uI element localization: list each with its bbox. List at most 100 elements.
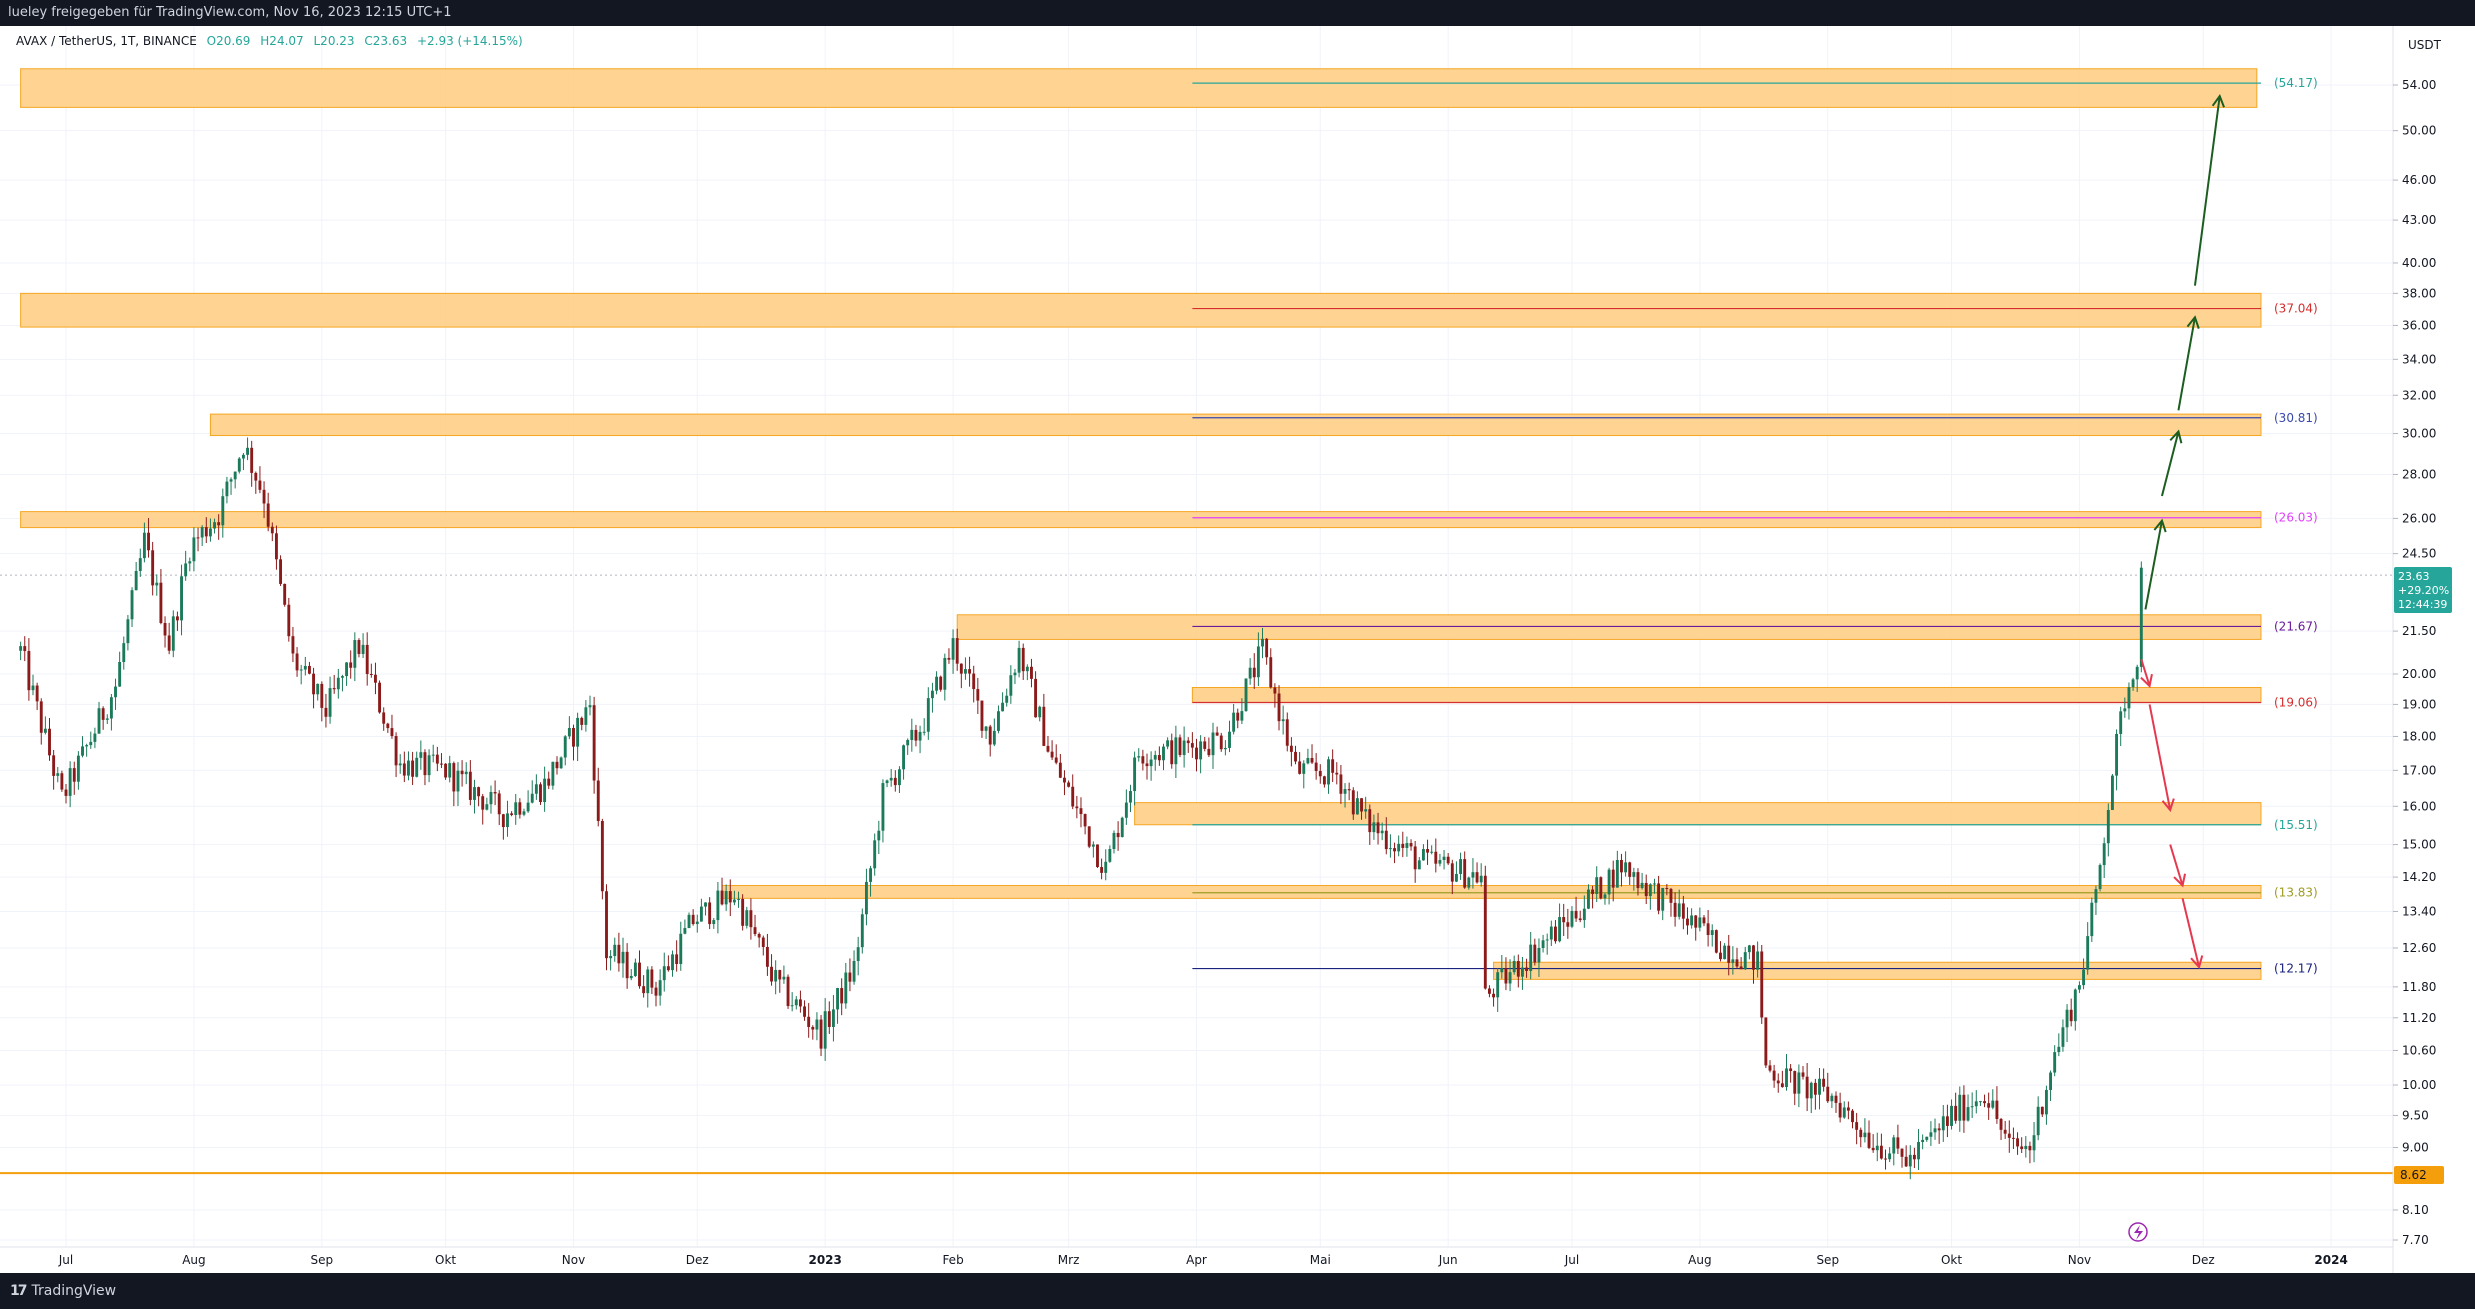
candle-body bbox=[1879, 1145, 1883, 1159]
candle-body bbox=[1446, 856, 1450, 864]
candle-body bbox=[563, 736, 567, 758]
candle-body bbox=[811, 1026, 815, 1030]
candle-body bbox=[241, 454, 245, 459]
down-arrow-shaft bbox=[2148, 704, 2172, 811]
candle-body bbox=[1463, 859, 1467, 888]
candle-body bbox=[1603, 894, 1607, 899]
candle-body bbox=[1607, 869, 1611, 895]
candle-body bbox=[138, 558, 142, 571]
candle-body bbox=[1170, 740, 1174, 765]
time-tick-label: Aug bbox=[1688, 1253, 1711, 1267]
price-tick-label: 28.00 bbox=[2402, 467, 2436, 481]
candle-body bbox=[972, 673, 976, 690]
alert-icon[interactable] bbox=[2128, 1222, 2148, 1242]
candle-body bbox=[1442, 856, 1446, 860]
candle-body bbox=[1785, 1068, 1788, 1088]
candle-body bbox=[283, 583, 287, 605]
level-lines[interactable]: (54.17) (37.04) (30.81) (26.03) (21.67) (19.0… bbox=[0, 76, 2393, 1175]
candle-body bbox=[675, 954, 679, 964]
up-arrow-head bbox=[2186, 315, 2200, 329]
candle-body bbox=[1813, 1082, 1817, 1095]
candle-body bbox=[1203, 741, 1207, 749]
time-tick-label: 2024 bbox=[2314, 1253, 2347, 1267]
candle-body bbox=[1698, 917, 1702, 928]
candle-body bbox=[877, 830, 881, 841]
candle-body bbox=[1636, 872, 1640, 889]
candle-body bbox=[159, 582, 163, 623]
candle-body bbox=[1199, 741, 1203, 760]
candle-body bbox=[724, 891, 728, 905]
candle-body bbox=[464, 771, 468, 775]
candle-body bbox=[1087, 826, 1091, 847]
candle-body bbox=[902, 745, 906, 770]
candle-body bbox=[860, 914, 864, 948]
price-tick-label: 18.00 bbox=[2402, 729, 2436, 743]
candle-body bbox=[1129, 791, 1132, 803]
candle-body bbox=[1005, 695, 1009, 703]
candle-body bbox=[184, 563, 188, 577]
candle-body bbox=[316, 683, 320, 695]
candle-body bbox=[988, 726, 992, 745]
candle-body bbox=[1067, 782, 1071, 787]
candle-body bbox=[889, 777, 893, 781]
resistance-zone bbox=[20, 292, 2262, 328]
candle-body bbox=[155, 582, 159, 586]
candle-body bbox=[1756, 951, 1760, 970]
candle-body bbox=[435, 754, 439, 764]
price-tick-label: 9.50 bbox=[2402, 1108, 2429, 1122]
up-arrow-head bbox=[2153, 518, 2167, 533]
down-arrow-shaft bbox=[2140, 659, 2151, 687]
candle-body bbox=[1818, 1078, 1821, 1095]
candle-body bbox=[1157, 755, 1161, 761]
candle-body bbox=[361, 644, 365, 654]
price-tick-label: 11.20 bbox=[2402, 1011, 2436, 1025]
candle-body bbox=[1859, 1129, 1863, 1138]
candle-body bbox=[815, 1019, 819, 1030]
candle-body bbox=[477, 787, 481, 797]
candle-body bbox=[1083, 814, 1087, 827]
candle-body bbox=[1372, 822, 1376, 833]
candle-body bbox=[180, 576, 183, 621]
candle-body bbox=[89, 741, 93, 746]
time-tick-label: Nov bbox=[2068, 1253, 2091, 1267]
candle-body bbox=[1723, 945, 1727, 960]
candle-body bbox=[530, 793, 534, 803]
projection-arrows[interactable] bbox=[2140, 94, 2225, 970]
candle-body bbox=[1611, 869, 1615, 888]
time-tick-label: Sep bbox=[1816, 1253, 1839, 1267]
candle-body bbox=[1042, 706, 1046, 746]
candle-body bbox=[1624, 862, 1628, 873]
candle-body bbox=[1459, 859, 1462, 874]
candle-body bbox=[122, 643, 126, 663]
candle-body bbox=[2061, 1027, 2065, 1047]
horizontal-zones[interactable] bbox=[20, 68, 2262, 980]
candle-body bbox=[1133, 757, 1137, 792]
candle-countdown: 12:44:39 bbox=[2398, 598, 2447, 611]
candle-body bbox=[489, 792, 493, 805]
candle-body bbox=[246, 447, 249, 455]
candle-body bbox=[1512, 961, 1516, 973]
candle-body bbox=[114, 686, 117, 698]
candle-body bbox=[485, 804, 489, 810]
candle-body bbox=[658, 980, 662, 996]
down-arrow-head bbox=[2173, 873, 2187, 888]
candle-body bbox=[233, 471, 237, 480]
candle-body bbox=[1256, 646, 1260, 678]
candle-body bbox=[1970, 1106, 1974, 1108]
candle-body bbox=[1364, 809, 1368, 812]
symbol-legend[interactable]: AVAX / TetherUS, 1T, BINANCE O20.69 H24.… bbox=[16, 34, 523, 48]
candle-body bbox=[951, 638, 955, 660]
price-tick-label: 10.00 bbox=[2402, 1078, 2436, 1092]
candle-body bbox=[1595, 877, 1599, 894]
candle-body bbox=[720, 890, 724, 905]
price-chart[interactable]: (54.17) (37.04) (30.81) (26.03) (21.67) (19.0… bbox=[0, 26, 2475, 1273]
candle-body bbox=[1075, 806, 1079, 809]
candle-body bbox=[501, 814, 505, 828]
candle-body bbox=[943, 657, 947, 690]
time-tick-label: Mrz bbox=[1058, 1253, 1080, 1267]
candle-body bbox=[1207, 748, 1211, 756]
resistance-zone bbox=[956, 614, 2262, 640]
candle-body bbox=[1570, 910, 1574, 927]
candle-body bbox=[1388, 848, 1392, 850]
candle-body bbox=[1487, 988, 1491, 994]
